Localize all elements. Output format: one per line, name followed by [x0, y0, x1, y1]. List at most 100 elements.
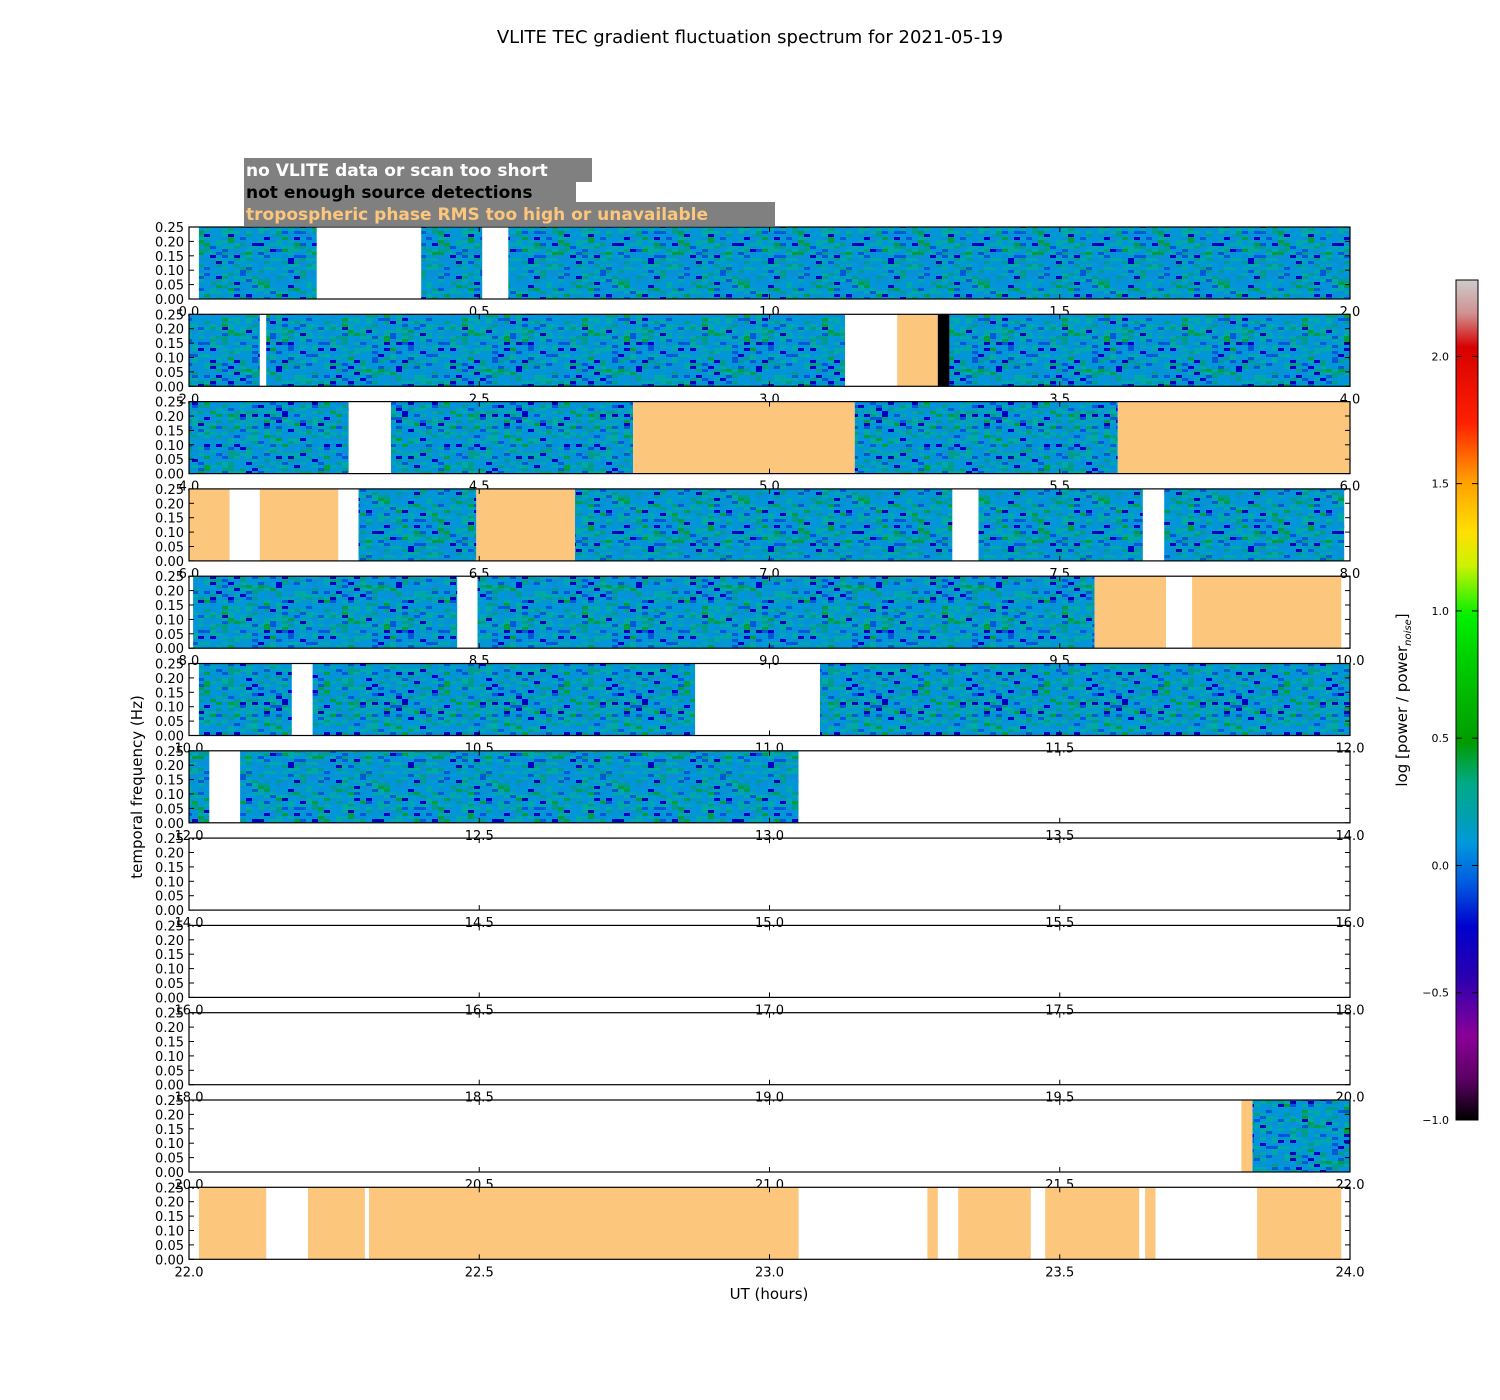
y-tick-label: 0.25 [155, 832, 184, 847]
x-tick-label: 14.0 [175, 916, 204, 931]
segment-data [198, 227, 317, 299]
y-tick-label: 0.10 [155, 701, 184, 716]
y-tick-label: 0.20 [155, 410, 184, 425]
chart-title: VLITE TEC gradient fluctuation spectrum … [497, 27, 1003, 48]
y-tick-label: 0.20 [155, 759, 184, 774]
x-tick-label: 11.5 [1045, 742, 1074, 757]
y-tick-label: 0.05 [155, 1152, 184, 1167]
y-tick-label: 0.10 [155, 875, 184, 890]
y-tick-label: 0.25 [155, 658, 184, 673]
y-tick-label: 0.15 [155, 1123, 184, 1138]
y-tick-label: 0.20 [155, 585, 184, 600]
x-tick-label: 22.0 [175, 1265, 204, 1280]
x-tick-label: 16.0 [1336, 916, 1365, 931]
x-tick-label: 17.0 [755, 1003, 784, 1018]
segment-data [421, 227, 483, 299]
panel-1: 0.000.050.100.150.200.250.0 0.5 1.0 1.5 2.0 [155, 221, 1360, 320]
segment-tropo [633, 401, 855, 474]
y-tick-label: 0.10 [155, 1050, 184, 1065]
y-tick-label: 0.20 [155, 934, 184, 949]
segment-data [820, 663, 1350, 736]
colorbar-ticks: −1.0 −0.5 0.0 0.5 1.0 1.5 2.0 [1422, 350, 1478, 1127]
colorbar-label-main: log [power / power [1393, 645, 1411, 787]
colorbar-label: log [power / powernoise] [1393, 613, 1414, 786]
y-tick-label: 0.00 [155, 904, 184, 919]
y-tick-label: 0.05 [155, 366, 184, 381]
y-tick-label: 0.25 [155, 1007, 184, 1022]
panel-4: 0.000.050.100.150.200.256.0 6.5 7.0 7.5 8.0 [155, 483, 1360, 582]
segment-tropo [1257, 1187, 1342, 1260]
y-tick-label: 0.15 [155, 1036, 184, 1051]
y-tick-label: 0.20 [155, 847, 184, 862]
panel-9: 0.000.050.100.150.200.25 16.0 16.5 17.0 17.5… [155, 919, 1364, 1018]
y-tick-label: 0.10 [155, 352, 184, 367]
colorbar-label-end: ] [1393, 613, 1411, 619]
x-tick-label: 9.0 [759, 654, 780, 669]
x-tick-label: 8.0 [1340, 567, 1361, 582]
segment-tropo [1192, 576, 1342, 649]
segment-data [391, 401, 634, 474]
x-tick-label: 15.0 [755, 916, 784, 931]
segment-data [266, 314, 845, 387]
x-tick-label: 23.0 [755, 1265, 784, 1280]
legend-box-2 [244, 180, 576, 204]
y-tick-label: 0.25 [155, 745, 184, 760]
segment-tropo [1117, 401, 1350, 474]
y-tick-label: 0.10 [155, 1225, 184, 1240]
segment-data [575, 488, 953, 561]
colorbar-tick-label: −1.0 [1422, 1114, 1449, 1127]
panel-12: 0.000.050.100.150.200.25 22.0 22.5 23.0 23.5… [155, 1181, 1364, 1280]
y-tick-label: 0.00 [155, 817, 184, 832]
y-tick-label: 0.10 [155, 613, 184, 628]
y-tick-label: 0.10 [155, 439, 184, 454]
panels: 0.000.050.100.150.200.250.0 0.5 1.0 1.5 2.00… [155, 221, 1364, 1280]
segment-data [312, 663, 696, 736]
y-tick-label: 0.20 [155, 235, 184, 250]
colorbar-tick-label: −0.5 [1422, 987, 1449, 1000]
segment-tropo [897, 314, 938, 387]
segment-tropo [1045, 1187, 1140, 1260]
colorbar-tick-label: 1.5 [1432, 478, 1450, 491]
y-tick-label: 0.15 [155, 774, 184, 789]
segment-data [193, 576, 458, 649]
y-tick-label: 0.20 [155, 1196, 184, 1211]
colorbar-tick-label: 2.0 [1432, 350, 1450, 363]
x-tick-label: 15.5 [1045, 916, 1074, 931]
y-tick-label: 0.00 [155, 468, 184, 483]
y-tick-label: 0.20 [155, 497, 184, 512]
colorbar-tick-label: 1.0 [1432, 605, 1450, 618]
x-tick-label: 23.5 [1045, 1265, 1074, 1280]
segment-tropo [1094, 576, 1166, 649]
y-tick-label: 0.25 [155, 570, 184, 585]
segment-data [198, 663, 292, 736]
y-tick-label: 0.10 [155, 1137, 184, 1152]
panel-frame [188, 924, 1351, 999]
segment-data [477, 576, 1095, 649]
y-tick-label: 0.15 [155, 1210, 184, 1225]
x-tick-label: 14.0 [1336, 829, 1365, 844]
legend-box-3 [244, 202, 775, 226]
y-tick-label: 0.25 [155, 919, 184, 934]
colorbar-label-sub: noise [1403, 619, 1414, 646]
panel-5: 0.000.050.100.150.200.258.0 8.5 9.0 9.5 10.0 [155, 570, 1364, 669]
y-tick-label: 0.00 [155, 1166, 184, 1181]
colorbar-gradient [1455, 279, 1479, 1121]
y-tick-label: 0.05 [155, 453, 184, 468]
legend-no-data: no VLITE data or scan too short [246, 161, 548, 181]
panel-frame [188, 1099, 1351, 1173]
y-tick-label: 0.00 [155, 991, 184, 1006]
y-tick-label: 0.10 [155, 788, 184, 803]
x-tick-label: 20.0 [175, 1178, 204, 1193]
x-tick-label: 19.0 [755, 1091, 784, 1106]
y-tick-label: 0.25 [155, 396, 184, 411]
y-tick-label: 0.05 [155, 279, 184, 294]
segment-tropo [958, 1187, 1031, 1260]
y-tick-label: 0.25 [155, 483, 184, 498]
x-tick-label: 16.0 [175, 1003, 204, 1018]
colorbar-tick-label: 0.0 [1432, 859, 1450, 872]
